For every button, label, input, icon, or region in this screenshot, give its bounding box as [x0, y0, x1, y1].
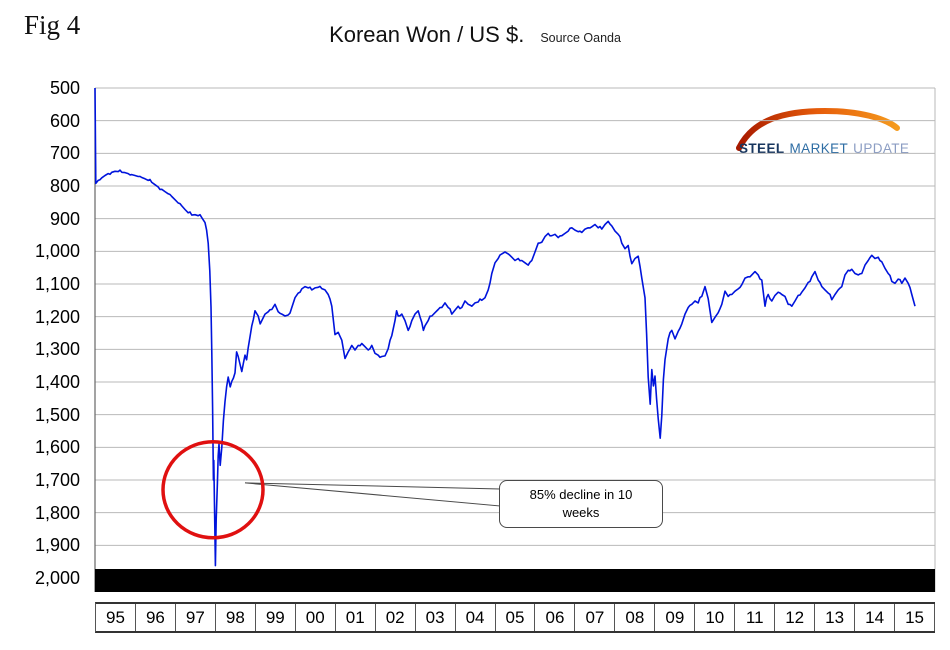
smu-logo: STEEL MARKET UPDATE [733, 106, 909, 158]
price-line [94, 87, 916, 567]
x-tick-cell: 97 [176, 604, 216, 631]
x-tick-cell: 07 [575, 604, 616, 631]
logo-text: STEEL MARKET UPDATE [739, 141, 914, 156]
logo-swoosh-icon [736, 107, 900, 151]
chart-header: Korean Won / US $. Source Oanda [0, 22, 950, 48]
x-tick-cell: 10 [695, 604, 736, 631]
y-tick-label: 1,800 [34, 502, 80, 523]
x-tick-cell: 03 [416, 604, 456, 631]
x-tick-cell: 13 [815, 604, 856, 631]
x-tick-cell: 04 [456, 604, 496, 631]
y-tick-label: 1,400 [34, 372, 80, 392]
chart-title: Korean Won / US $. [329, 22, 525, 47]
x-tick-cell: 11 [735, 604, 776, 631]
x-tick-cell: 05 [496, 604, 536, 631]
y-tick-label: 1,000 [34, 241, 80, 262]
x-tick-cell: 06 [535, 604, 576, 631]
x-tick-cell: 09 [655, 604, 696, 631]
logo-word-update: UPDATE [853, 141, 910, 156]
y-tick-label: 500 [49, 78, 80, 98]
x-tick-cell: 08 [615, 604, 656, 631]
y-tick-label: 800 [49, 176, 80, 196]
x-tick-cell: 01 [336, 604, 376, 631]
x-tick-cell: 15 [895, 604, 936, 631]
x-tick-cell: 98 [216, 604, 256, 631]
callout-box: 85% decline in 10 weeks [499, 480, 663, 528]
x-tick-cell: 12 [775, 604, 816, 631]
crisis-circle-annotation [161, 440, 265, 540]
y-axis: 500 600 700 800 900 1,000 1,100 1,200 1,300 1,400… [0, 0, 88, 650]
y-tick-label: 1,900 [34, 535, 80, 556]
y-tick-label: 1,200 [34, 306, 80, 327]
x-tick-cell: 00 [296, 604, 336, 631]
y-tick-label: 1,300 [34, 339, 80, 360]
y-tick-label: 1,600 [34, 437, 80, 458]
x-tick-cell: 99 [256, 604, 296, 631]
x-axis: 95 96 97 98 99 00 01 02 03 04 05 06 07 08 09 10 11 12 13 14… [95, 602, 936, 633]
x-tick-cell: 96 [136, 604, 176, 631]
x-axis-bar [95, 569, 935, 592]
callout-text: 85% decline in 10 weeks [529, 487, 633, 520]
x-tick-cell: 14 [855, 604, 896, 631]
figure-label: Fig 4 [24, 10, 81, 40]
chart-source: Source Oanda [540, 31, 621, 45]
y-tick-label: 1,700 [34, 470, 80, 490]
x-tick-cell: 95 [96, 604, 136, 631]
y-tick-label: 700 [49, 143, 80, 164]
y-tick-label: 600 [49, 110, 80, 131]
callout-pointer [244, 482, 501, 507]
y-tick-label: 2,000 [34, 568, 80, 588]
y-tick-label: 1,500 [34, 404, 80, 425]
y-tick-label: 900 [49, 208, 80, 229]
x-tick-cell: 02 [376, 604, 416, 631]
logo-word-steel: STEEL [739, 141, 785, 156]
y-tick-label: 1,100 [34, 274, 80, 294]
logo-word-market: MARKET [789, 141, 849, 156]
